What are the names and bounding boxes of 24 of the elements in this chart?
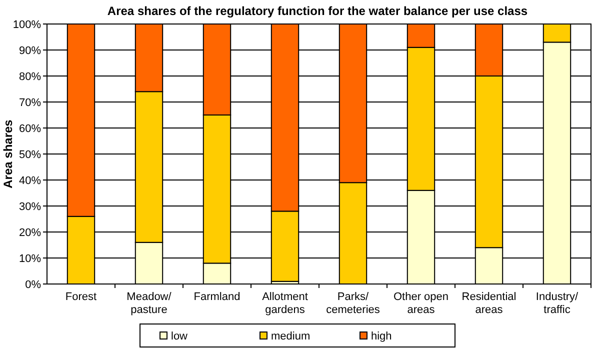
x-tick-label: Farmland xyxy=(194,291,240,303)
y-tick-label: 40% xyxy=(18,174,42,187)
x-tick-label: Forest xyxy=(65,291,97,303)
y-tick-label: 20% xyxy=(18,226,42,239)
x-tick-label: Other open areas xyxy=(393,291,449,316)
y-tick-label: 30% xyxy=(18,200,42,213)
y-tick-label: 70% xyxy=(18,96,42,109)
y-tick-label: 60% xyxy=(18,122,42,135)
x-tick-label: Parks/ cemeteries xyxy=(326,291,380,316)
x-tick-label: Residential areas xyxy=(462,291,516,316)
y-tick-label: 10% xyxy=(18,252,42,265)
y-tick-label: 90% xyxy=(18,44,42,57)
x-tick-label: Meadow/ pasture xyxy=(126,291,172,316)
y-tick-label: 50% xyxy=(18,148,42,161)
x-tick-label: Allotment gardens xyxy=(262,291,308,316)
legend-label: low xyxy=(171,330,188,342)
y-axis-title: Area shares xyxy=(1,119,15,188)
y-tick-label: 80% xyxy=(18,70,42,83)
legend-label: high xyxy=(371,330,392,342)
x-tick-label: Industry/ traffic xyxy=(536,291,580,316)
y-tick-label: 100% xyxy=(12,18,42,31)
chart-title: Area shares of the regulatory function for the water balance per use class xyxy=(107,4,528,18)
y-tick-label: 0% xyxy=(25,278,42,291)
legend-label: medium xyxy=(271,330,310,342)
